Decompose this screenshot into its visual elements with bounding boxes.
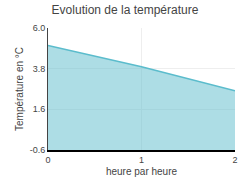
svg-text:6.0: 6.0: [33, 23, 46, 33]
svg-text:Evolution de la température: Evolution de la température: [52, 3, 199, 17]
svg-text:Température en °C: Température en °C: [14, 47, 25, 131]
svg-text:0: 0: [45, 155, 50, 165]
svg-text:3.8: 3.8: [33, 64, 46, 74]
svg-text:1.6: 1.6: [33, 104, 46, 114]
svg-text:heure par heure: heure par heure: [106, 166, 178, 177]
svg-text:-0.6: -0.6: [30, 145, 46, 155]
svg-text:2: 2: [232, 155, 237, 165]
svg-text:1: 1: [139, 155, 144, 165]
